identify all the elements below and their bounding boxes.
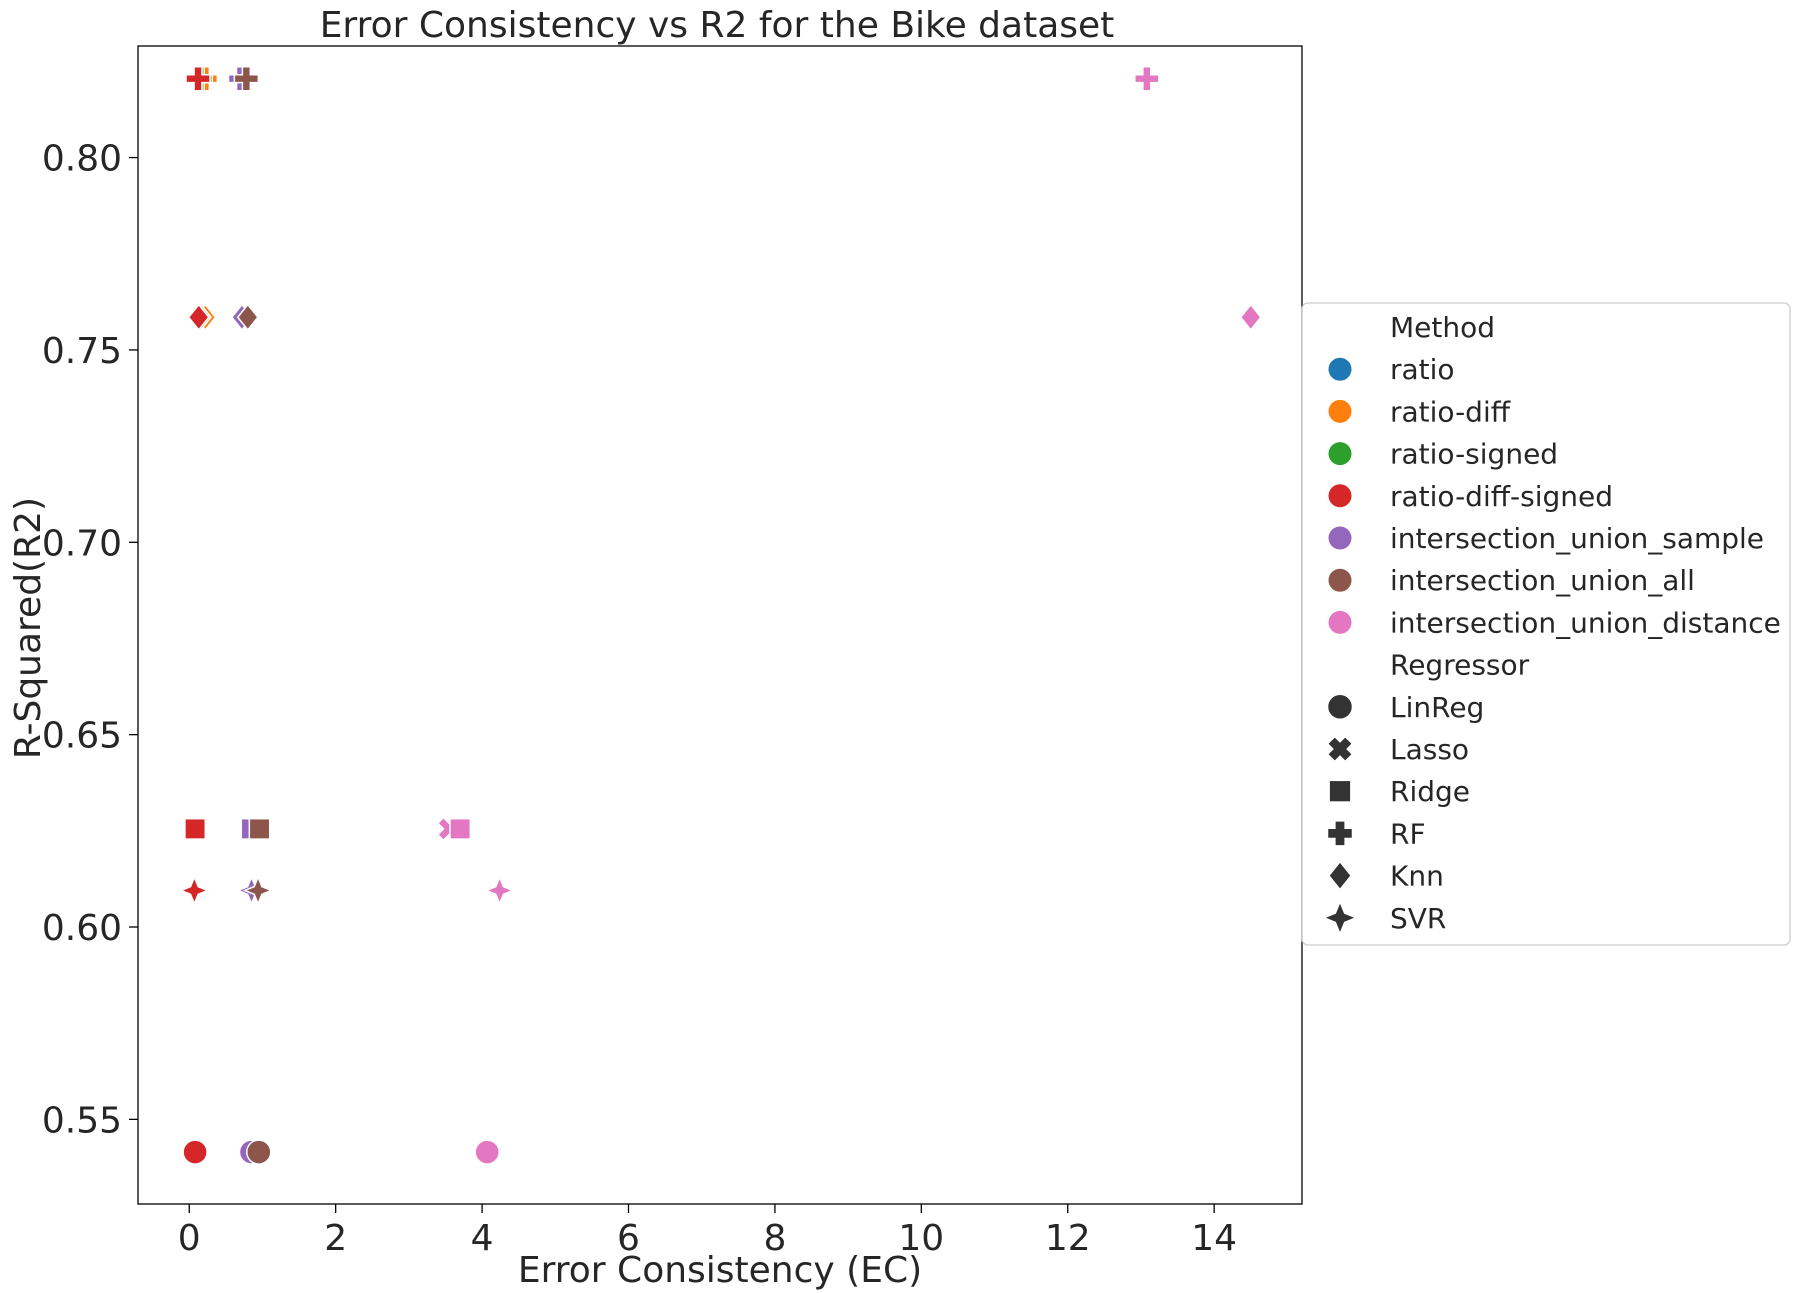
x-tick-label: 2 [324,1218,347,1259]
data-point-linreg-intersection_union_distance [474,1139,500,1165]
legend-swatch-ratio-diff-signed [1328,484,1352,508]
y-tick-label: 0.55 [42,1100,122,1141]
plot-frame [137,45,1303,1205]
legend-regressor-title: Regressor [1390,649,1530,682]
legend-marker-lasso [1328,737,1352,761]
x-tick-label: 6 [617,1218,640,1259]
y-axis: 0.55 0.60 0.65 0.70 0.75 0.80 [42,139,138,1141]
legend-item-intersection_union_distance: intersection_union_distance [1390,606,1781,639]
data-point-svr-intersection_union_all [242,875,274,906]
legend-item-ridge: Ridge [1390,775,1470,808]
y-tick-label: 0.65 [42,716,122,757]
data-point-knn-intersection_union_distance [1239,303,1262,332]
legend-item-svr: SVR [1390,902,1446,935]
data-point-svr-intersection_union_distance [484,875,515,906]
legend-item-ratio-diff: ratio-diff [1390,395,1511,428]
y-axis-label: R-Squared(R2) [8,497,49,759]
data-point-ridge-intersection_union_distance [449,817,472,840]
data-points [179,65,1262,1165]
data-point-linreg-intersection_union_all [246,1139,272,1165]
data-point-knn-ratio-diff-signed [187,303,210,332]
data-point-rf-ratio-diff-signed [185,65,211,92]
legend-swatch-ratio-signed [1328,442,1352,466]
legend-item-ratio-diff-signed: ratio-diff-signed [1390,480,1613,513]
legend-swatch-ratio [1328,357,1352,381]
y-tick-label: 0.60 [42,908,122,949]
chart-title: Error Consistency vs R2 for the Bike dat… [320,5,1115,46]
legend-item-linreg: LinReg [1390,691,1484,724]
data-point-linreg-ratio-diff-signed [182,1139,208,1165]
legend: Method ratio ratio-diff ratio-signed ratio-d… [1301,302,1791,946]
x-tick-label: 0 [178,1218,201,1259]
x-tick-label: 10 [898,1218,944,1259]
data-point-ridge-ratio-diff-signed [184,817,207,840]
legend-marker-linreg [1328,695,1352,719]
legend-swatch-ratio-diff [1328,399,1352,423]
legend-marker-ridge [1329,781,1351,802]
x-tick-label: 4 [471,1218,494,1259]
legend-item-intersection_union_all: intersection_union_all [1390,564,1695,597]
data-point-rf-intersection_union_all [233,65,260,92]
x-axis-label: Error Consistency (EC) [518,1250,922,1291]
x-tick-label: 14 [1191,1218,1237,1259]
y-tick-label: 0.80 [42,139,122,180]
legend-swatch-intersection_union_all [1328,568,1352,592]
legend-method-title: Method [1390,311,1495,344]
legend-item-ratio-signed: ratio-signed [1390,438,1558,471]
legend-frame [1301,302,1791,946]
legend-swatch-intersection_union_distance [1328,610,1352,634]
x-axis: 0 2 4 6 8 10 12 14 [178,1204,1237,1259]
legend-item-ratio: ratio [1390,353,1455,386]
legend-item-rf: RF [1390,817,1426,850]
legend-item-lasso: Lasso [1390,733,1469,766]
legend-marker-rf [1328,821,1352,846]
legend-marker-svr [1325,903,1355,932]
data-point-ridge-intersection_union_all [248,817,271,840]
legend-marker-knn [1329,862,1351,889]
data-point-knn-intersection_union_all [236,303,259,332]
x-tick-label: 12 [1045,1218,1091,1259]
legend-item-intersection_union_sample: intersection_union_sample [1390,522,1764,555]
legend-item-knn: Knn [1390,860,1444,893]
data-point-rf-intersection_union_distance [1134,65,1160,92]
data-point-svr-ratio-diff-signed [179,875,210,906]
legend-swatch-intersection_union_sample [1328,526,1352,550]
y-tick-label: 0.70 [42,523,122,564]
x-tick-label: 8 [763,1218,786,1259]
y-tick-label: 0.75 [42,331,122,372]
